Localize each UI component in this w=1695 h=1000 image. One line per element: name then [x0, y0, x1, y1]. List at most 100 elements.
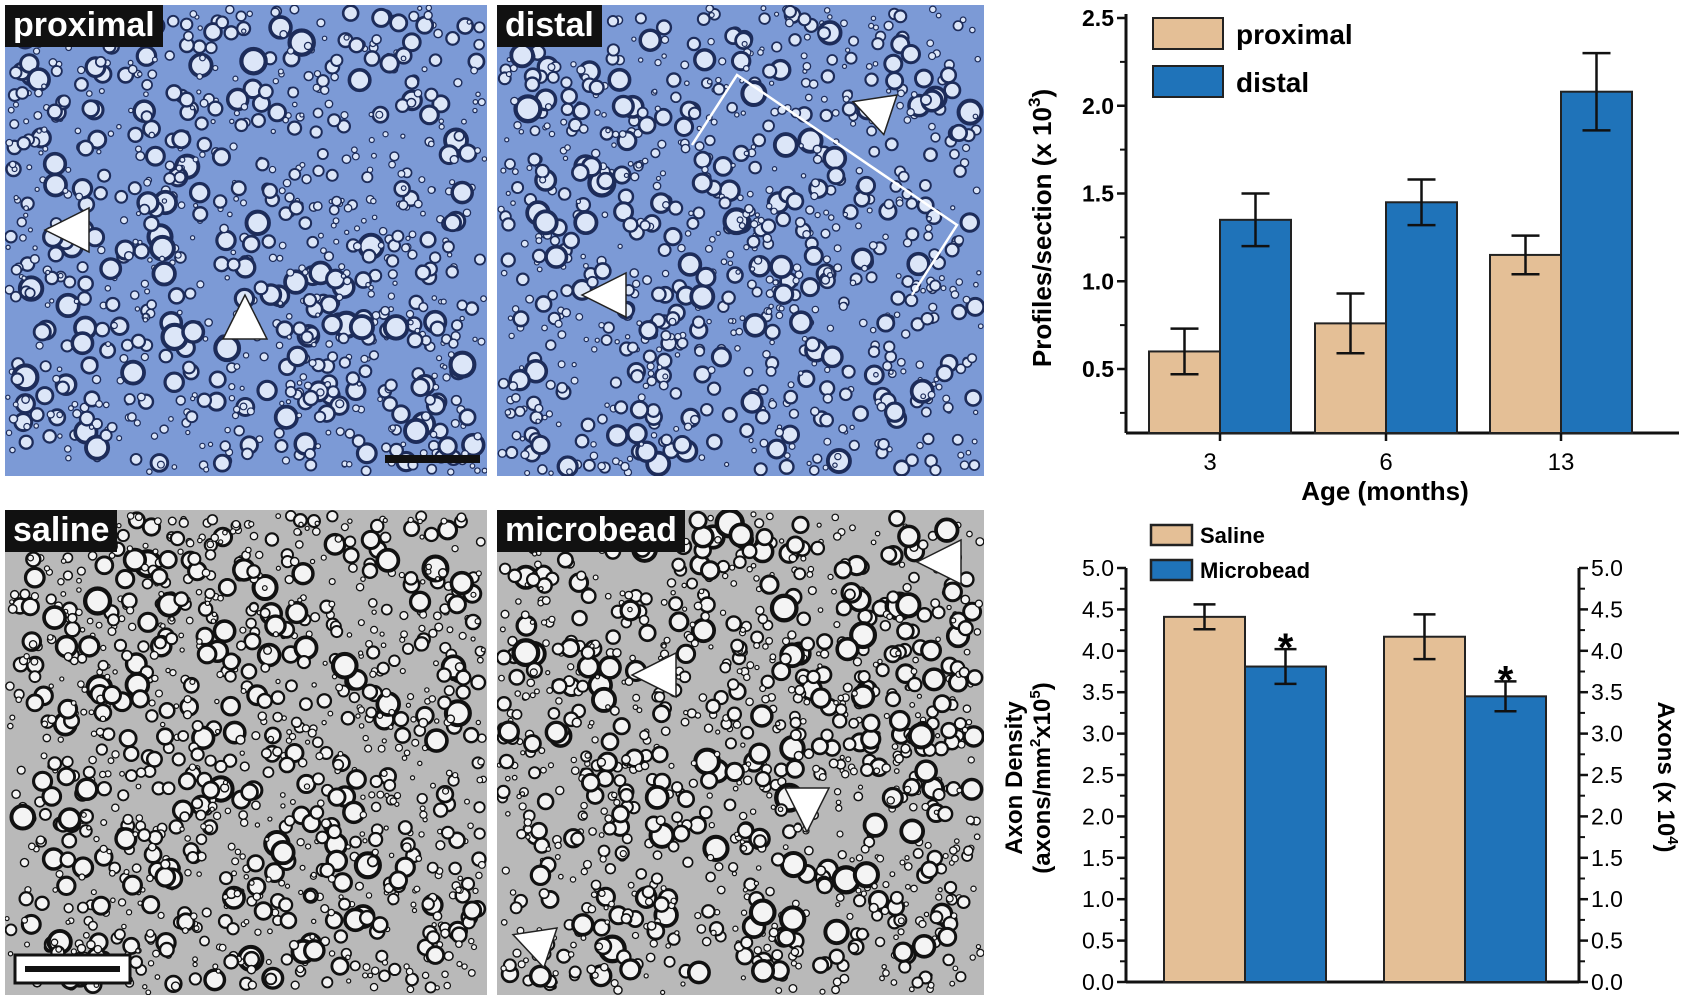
- axon-profile: [286, 47, 295, 55]
- axon-profile: [598, 321, 605, 329]
- axon-profile: [772, 283, 795, 305]
- axon-profile: [844, 47, 851, 53]
- axon-profile: [856, 175, 877, 196]
- axon-profile: [635, 161, 643, 169]
- axon-profile: [279, 400, 285, 407]
- y-tick-label: 2.5: [1082, 5, 1114, 31]
- axon-profile: [687, 106, 702, 120]
- axon-profile: [974, 55, 982, 63]
- axon-profile: [957, 451, 965, 459]
- axon-profile: [668, 200, 684, 216]
- axon-profile: [303, 41, 313, 51]
- axon-profile: [250, 113, 266, 129]
- axon-profile: [286, 334, 292, 340]
- axon-profile: [769, 339, 775, 346]
- axon-profile: [657, 139, 667, 149]
- axon-profile: [654, 58, 662, 67]
- axon-profile: [347, 68, 372, 93]
- axon-profile: [426, 463, 438, 475]
- axon-profile: [634, 12, 647, 25]
- axon-profile: [928, 302, 938, 312]
- axon-profile: [959, 16, 967, 24]
- y-tick-label: 2.0: [1082, 93, 1114, 119]
- axon-profile: [460, 118, 467, 125]
- axon-profile: [788, 408, 800, 420]
- axon-profile: [971, 438, 978, 445]
- axon-profile: [885, 88, 892, 94]
- axon-profile: [778, 305, 785, 312]
- axon-profile: [841, 364, 856, 379]
- axon-profile: [27, 227, 34, 233]
- axon-profile: [534, 403, 544, 414]
- axon-profile: [882, 233, 889, 241]
- axon-profile: [438, 123, 445, 130]
- axon-profile: [822, 464, 829, 471]
- axon-profile: [923, 231, 934, 242]
- axon-profile: [123, 250, 134, 261]
- axon-profile: [341, 154, 352, 165]
- axon-profile: [823, 437, 832, 446]
- axon-profile: [920, 287, 926, 294]
- y-axis-label-line2: (axons/mm2x105): [1027, 682, 1056, 873]
- axon-profile: [935, 383, 943, 391]
- axon-profile: [806, 460, 812, 467]
- axon-profile: [335, 293, 344, 302]
- axon-profile: [708, 235, 716, 243]
- axon-profile: [327, 113, 342, 128]
- axon-profile: [296, 380, 303, 386]
- axon-profile: [826, 324, 835, 332]
- y-tick-label: 1.5: [1082, 181, 1114, 207]
- axon-profile: [42, 145, 49, 152]
- axon-profile: [500, 252, 516, 268]
- axon-profile: [21, 395, 30, 404]
- axon-profile: [365, 281, 371, 288]
- axon-profile: [772, 279, 779, 286]
- axon-profile: [788, 33, 802, 47]
- axon-profile: [715, 230, 721, 236]
- axon-profile: [194, 116, 209, 131]
- axon-profile: [888, 369, 894, 375]
- axon-profile: [406, 331, 424, 349]
- axon-profile: [447, 351, 455, 358]
- axon-profile: [171, 464, 178, 470]
- axon-profile: [929, 279, 942, 292]
- axon-profile: [477, 337, 486, 346]
- axon-profile: [754, 212, 760, 218]
- axon-profile: [171, 129, 192, 150]
- axon-profile: [504, 158, 516, 170]
- axon-profile: [557, 187, 572, 201]
- axon-profile: [642, 382, 650, 390]
- axon-profile: [746, 279, 757, 290]
- axon-profile: [772, 132, 799, 158]
- axon-profile: [12, 401, 19, 408]
- axon-profile: [214, 698, 220, 705]
- axon-profile: [760, 218, 777, 234]
- axon-profile: [323, 251, 335, 262]
- axon-profile: [850, 120, 857, 127]
- axon-profile: [72, 408, 82, 419]
- axon-profile: [472, 99, 479, 105]
- axon-profile: [554, 319, 563, 328]
- y2-tick-label: 1.5: [1591, 845, 1623, 871]
- axon-profile: [916, 441, 924, 450]
- axon-profile: [749, 266, 756, 272]
- axon-profile: [315, 312, 321, 318]
- axon-profile: [590, 441, 597, 448]
- axon-profile: [189, 235, 196, 241]
- axon-profile: [871, 37, 885, 51]
- y2-tick-label: 0.0: [1591, 969, 1623, 995]
- axon-profile: [812, 154, 823, 165]
- axon-profile: [446, 252, 453, 258]
- axon-profile: [224, 426, 231, 434]
- axon-profile: [754, 408, 771, 425]
- axon-profile: [239, 385, 245, 391]
- y2-tick-label: 1.0: [1591, 886, 1623, 912]
- axon-profile: [964, 389, 983, 407]
- axon-profile: [312, 164, 325, 177]
- axon-profile: [718, 196, 732, 210]
- axon-profile: [746, 234, 761, 249]
- axon-profile: [826, 166, 846, 186]
- axon-profile: [346, 460, 353, 468]
- axon-profile: [164, 50, 176, 61]
- axon-profile: [319, 85, 330, 96]
